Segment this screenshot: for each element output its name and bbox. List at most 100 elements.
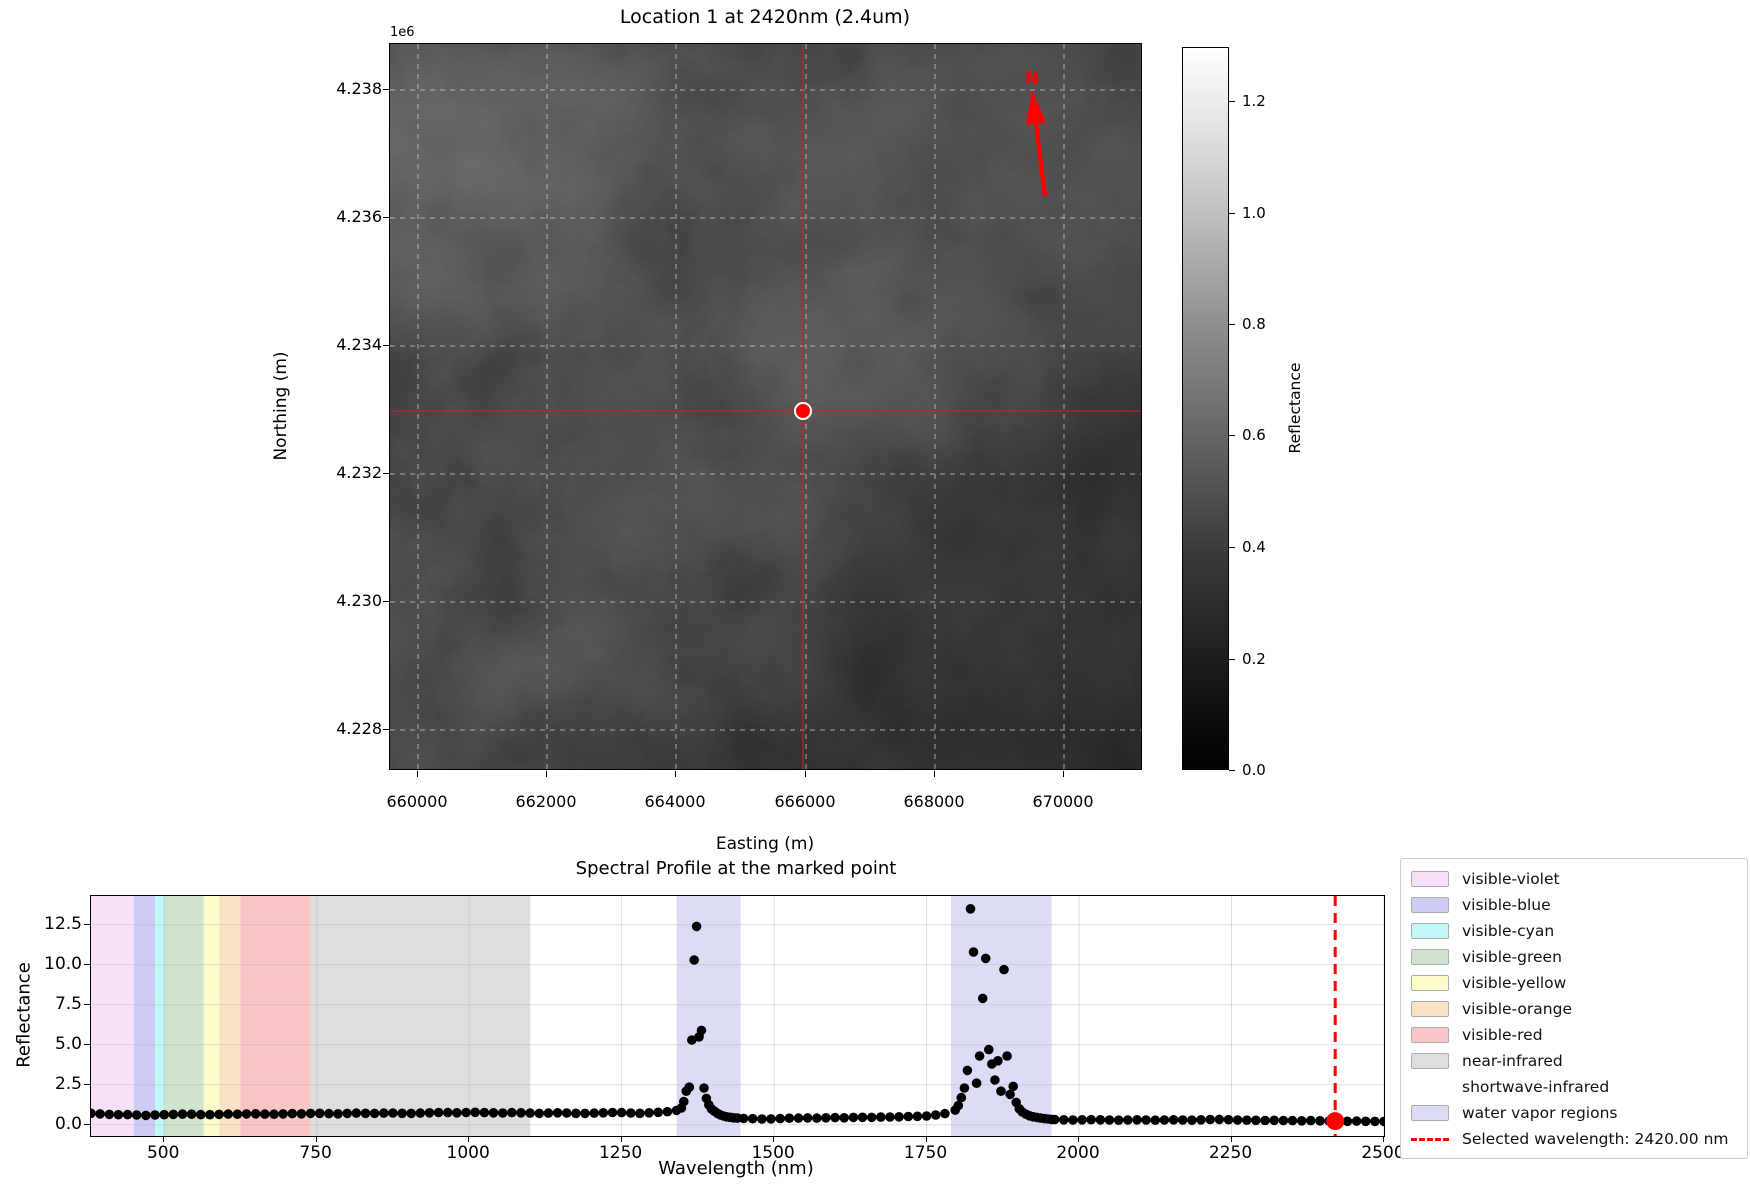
map-y-tick-label: 4.230 xyxy=(336,591,382,610)
spectral-y-tick-label: 10.0 xyxy=(44,953,82,974)
spectral-y-tick-mark xyxy=(84,963,90,965)
spectral-x-tick-mark xyxy=(925,1136,927,1142)
map-x-tick-label: 668000 xyxy=(903,792,965,811)
spectral-y-tick-mark xyxy=(84,1003,90,1005)
legend-swatch xyxy=(1411,871,1449,887)
legend-swatch xyxy=(1411,923,1449,939)
map-xlabel: Easting (m) xyxy=(715,834,815,854)
marked-point[interactable] xyxy=(794,402,812,420)
map-x-tick-label: 666000 xyxy=(774,792,836,811)
colorbar-tick-mark xyxy=(1229,324,1235,325)
spectral-y-tick-mark xyxy=(84,1123,90,1125)
spectral-gridlines xyxy=(91,896,1384,1136)
map-canvas[interactable]: N xyxy=(389,43,1142,770)
legend-item: visible-cyan xyxy=(1411,918,1737,944)
colorbar-tick-mark xyxy=(1229,547,1235,548)
spectral-x-tick-mark xyxy=(315,1136,317,1142)
legend-item: shortwave-infrared xyxy=(1411,1074,1737,1100)
map-x-tick-mark xyxy=(417,771,418,777)
map-y-tick-mark xyxy=(383,473,389,474)
spectral-x-tick-label: 750 xyxy=(299,1143,332,1163)
spectral-x-tick-mark xyxy=(620,1136,622,1142)
colorbar-tick-label: 1.2 xyxy=(1242,92,1266,110)
spectral-x-tick-label: 2500 xyxy=(1361,1143,1405,1163)
colorbar-tick-mark xyxy=(1229,213,1235,214)
map-x-tick-mark xyxy=(934,771,935,777)
map-x-tick-mark xyxy=(805,771,806,777)
map-image: N xyxy=(390,44,1141,769)
colorbar-tick-label: 0.8 xyxy=(1242,315,1266,333)
legend-item-label: visible-cyan xyxy=(1462,922,1555,940)
spectral-x-tick-label: 500 xyxy=(146,1143,180,1163)
colorbar xyxy=(1182,47,1229,770)
spectral-x-tick-label: 2250 xyxy=(1208,1143,1253,1163)
legend-swatch xyxy=(1411,1079,1449,1095)
band-visible-violet xyxy=(91,896,134,1136)
spectral-x-tick-label: 2000 xyxy=(1056,1143,1100,1163)
legend-item: water vapor regions xyxy=(1411,1100,1737,1126)
legend-item-label: visible-orange xyxy=(1462,1000,1572,1018)
spectral-x-tick-mark xyxy=(773,1136,775,1142)
legend-swatch xyxy=(1411,975,1449,991)
spectral-x-tick-mark xyxy=(1383,1136,1384,1142)
legend-item: visible-yellow xyxy=(1411,970,1737,996)
spectral-y-tick-label: 7.5 xyxy=(54,993,82,1014)
colorbar-tick-label: 0.6 xyxy=(1242,426,1266,444)
map-y-tick-label: 4.238 xyxy=(336,79,382,98)
map-axis-offset: 1e6 xyxy=(390,25,415,40)
spectral-x-tick-mark xyxy=(1078,1136,1080,1142)
north-arrow-label: N xyxy=(1025,69,1039,89)
legend-dashed-line-swatch xyxy=(1411,1137,1449,1141)
band-near-infrared xyxy=(310,896,531,1136)
spectral-x-tick-label: 1000 xyxy=(446,1143,490,1163)
legend-item-label: visible-green xyxy=(1462,948,1562,966)
spectral-xlabel: Wavelength (nm) xyxy=(658,1158,814,1179)
legend-item-label: near-infrared xyxy=(1462,1052,1563,1070)
spectral-plot-canvas[interactable] xyxy=(90,895,1385,1137)
spectral-y-tick-label: 0.0 xyxy=(54,1113,82,1134)
legend-swatch xyxy=(1411,897,1449,913)
legend-item: near-infrared xyxy=(1411,1048,1737,1074)
terrain-vignette xyxy=(390,44,1141,769)
map-y-tick-label: 4.228 xyxy=(336,719,382,738)
legend-item-label: visible-yellow xyxy=(1462,974,1567,992)
spectral-y-tick-mark xyxy=(84,1083,90,1085)
map-x-tick-mark xyxy=(1063,771,1064,777)
colorbar-label: Reflectance xyxy=(1286,362,1304,454)
band-visible-orange xyxy=(219,896,241,1136)
legend-item: visible-orange xyxy=(1411,996,1737,1022)
colorbar-tick-mark xyxy=(1229,101,1235,102)
legend-item: visible-blue xyxy=(1411,892,1737,918)
spectral-ylabel: Reflectance xyxy=(13,962,35,1068)
north-arrow: N xyxy=(1025,69,1048,197)
map-y-tick-label: 4.236 xyxy=(336,207,382,226)
spectral-x-tick-label: 1750 xyxy=(903,1143,948,1163)
spectral-x-tick-mark xyxy=(468,1136,470,1142)
map-x-tick-mark xyxy=(546,771,547,777)
band-water-vapor-region-2 xyxy=(951,896,1052,1136)
colorbar-tick-label: 1.0 xyxy=(1242,204,1266,222)
legend-item: visible-red xyxy=(1411,1022,1737,1048)
map-y-tick-label: 4.232 xyxy=(336,463,382,482)
spectral-x-tick-label: 1500 xyxy=(751,1143,795,1163)
map-x-tick-label: 670000 xyxy=(1032,792,1094,811)
legend-swatch xyxy=(1411,1105,1449,1121)
north-arrow-head xyxy=(1026,90,1046,125)
legend-item: Selected wavelength: 2420.00 nm xyxy=(1411,1126,1737,1152)
map-x-tick-label: 662000 xyxy=(515,792,577,811)
legend-item-label: shortwave-infrared xyxy=(1462,1078,1610,1096)
legend: visible-violet visible-blue visible-cyan vi… xyxy=(1400,858,1748,1159)
legend-item-label: visible-blue xyxy=(1462,896,1551,914)
band-visible-green xyxy=(164,896,204,1136)
colorbar-tick-mark xyxy=(1229,435,1235,436)
band-visible-blue xyxy=(133,896,155,1136)
legend-item: visible-green xyxy=(1411,944,1737,970)
map-y-tick-mark xyxy=(383,345,389,346)
spectral-title: Spectral Profile at the marked point xyxy=(575,858,897,879)
colorbar-tick-label: 0.0 xyxy=(1242,761,1266,779)
legend-swatch xyxy=(1411,1027,1449,1043)
colorbar-tick-label: 0.2 xyxy=(1242,650,1266,668)
selected-wavelength-point[interactable] xyxy=(1326,1112,1345,1131)
map-y-tick-mark xyxy=(383,217,389,218)
legend-item-label: visible-violet xyxy=(1462,870,1560,888)
